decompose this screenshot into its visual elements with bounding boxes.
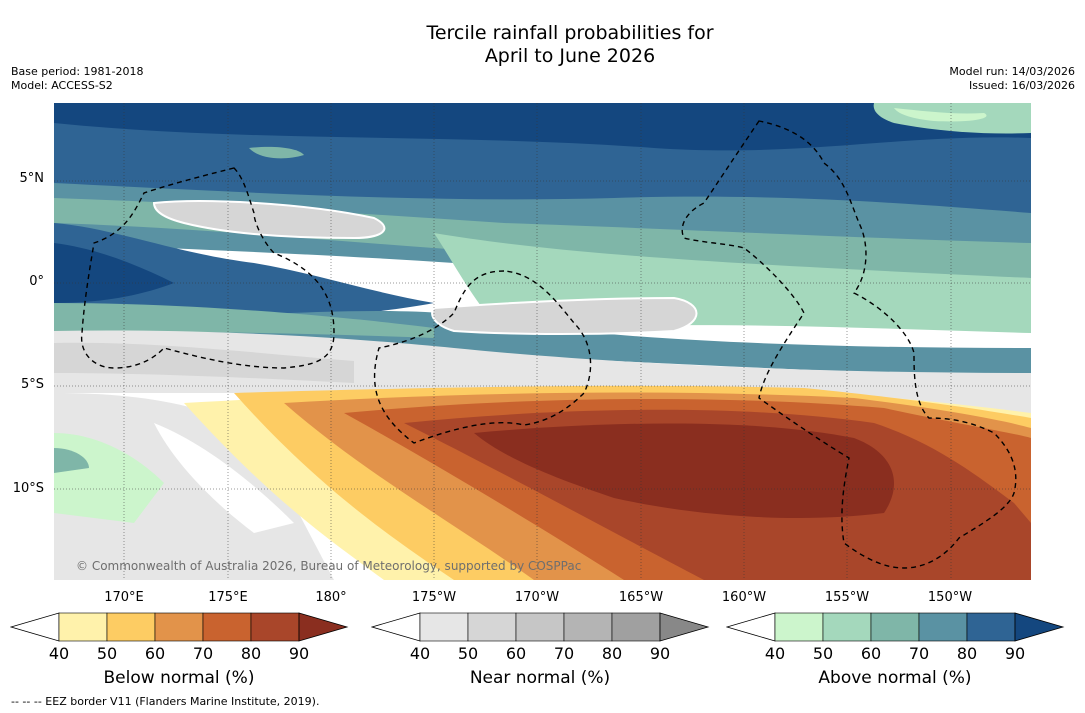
tick-below-40: 40 (48, 644, 70, 663)
colorbar-segment (202, 612, 252, 642)
tick-below-70: 70 (192, 644, 214, 663)
colorbar-segment (822, 612, 872, 642)
lon-label-155w: 155°W (824, 590, 870, 605)
tick-above-90: 90 (1004, 644, 1026, 663)
band-grey-mid (54, 342, 354, 383)
tick-above-60: 60 (860, 644, 882, 663)
colorbar-segment (419, 612, 469, 642)
tick-below-80: 80 (240, 644, 262, 663)
colorbar-segment (106, 612, 156, 642)
title-line-2: April to June 2026 (484, 45, 656, 67)
tick-near-80: 80 (601, 644, 623, 663)
lon-label-165w: 165°W (618, 590, 664, 605)
colorbar-segment (563, 612, 613, 642)
lon-label-160w: 160°W (721, 590, 767, 605)
colorbar-segment (58, 612, 108, 642)
band-light-teal-equator (54, 303, 434, 338)
colorbar-title-above: Above normal (%) (818, 668, 972, 688)
colorbar-segment (611, 612, 661, 642)
tick-near-60: 60 (505, 644, 527, 663)
colorbar-extend-high (1014, 612, 1065, 642)
colorbar-extend-high (298, 612, 349, 642)
colorbar-segment (966, 612, 1016, 642)
meta-right: Model run: 14/03/2026 Issued: 16/03/2026 (949, 65, 1075, 93)
colorbar-above-normal (726, 612, 1065, 642)
colorbar-near-normal (371, 612, 710, 642)
band-white-west (154, 423, 294, 533)
band-dark-brown (474, 423, 894, 518)
colorbar-segment (154, 612, 204, 642)
lon-label-180: 180° (315, 590, 347, 605)
band-teal-west (54, 448, 89, 473)
colorbar-segment (870, 612, 920, 642)
colorbar-extend-high (659, 612, 710, 642)
colorbar-segment (774, 612, 824, 642)
band-mint-west (54, 433, 164, 523)
issued-date: Issued: 16/03/2026 (968, 79, 1075, 92)
colorbar-segment (515, 612, 565, 642)
colorbar-extend-low (726, 612, 776, 642)
title-line-1: Tercile rainfall probabilities for (426, 22, 714, 44)
tick-above-70: 70 (908, 644, 930, 663)
rainfall-map: © Commonwealth of Australia 2026, Bureau… (54, 103, 1031, 580)
lat-label-0: 0° (29, 274, 44, 289)
tick-above-80: 80 (956, 644, 978, 663)
graticule (54, 103, 1031, 580)
meta-left: Base period: 1981-2018 Model: ACCESS-S2 (11, 65, 143, 93)
colorbar-title-near: Near normal (%) (469, 668, 611, 688)
colorbar-title-below: Below normal (%) (103, 668, 255, 688)
lon-label-170e: 170°E (104, 590, 144, 605)
tick-near-90: 90 (649, 644, 671, 663)
patch-mint-ne-light (894, 108, 987, 122)
band-dark-blue-west (54, 223, 434, 323)
tick-below-50: 50 (96, 644, 118, 663)
colorbar-below-normal (10, 612, 349, 642)
colorbar-extend-low (371, 612, 421, 642)
tick-above-40: 40 (764, 644, 786, 663)
eez-footnote: -- -- -- EEZ border V11 (Flanders Marine… (11, 695, 320, 708)
tick-near-40: 40 (409, 644, 431, 663)
model-name: Model: ACCESS-S2 (11, 79, 113, 92)
tick-above-50: 50 (812, 644, 834, 663)
map-title: Tercile rainfall probabilities for April… (0, 22, 1085, 68)
lon-label-175e: 175°E (208, 590, 248, 605)
patch-grey-equator (431, 296, 698, 335)
band-darkest-west (54, 243, 174, 303)
patch-grey-north (152, 200, 386, 240)
lat-label-10s: 10°S (12, 481, 44, 496)
lat-label-5s: 5°S (20, 377, 44, 392)
tick-below-90: 90 (288, 644, 310, 663)
lon-label-170w: 170°W (514, 590, 560, 605)
colorbar-segment (918, 612, 968, 642)
colorbar-segment (467, 612, 517, 642)
lon-label-175w: 175°W (411, 590, 457, 605)
tick-near-70: 70 (553, 644, 575, 663)
colorbar-segment (250, 612, 300, 642)
eez-borders (80, 120, 1017, 569)
model-run: Model run: 14/03/2026 (949, 65, 1075, 78)
lon-label-150w: 150°W (927, 590, 973, 605)
tick-below-60: 60 (144, 644, 166, 663)
tick-near-50: 50 (457, 644, 479, 663)
lat-label-5n: 5°N (19, 171, 45, 186)
base-period: Base period: 1981-2018 (11, 65, 144, 78)
patch-pale-north (249, 146, 304, 159)
colorbar-extend-low (10, 612, 60, 642)
copyright-credit: © Commonwealth of Australia 2026, Bureau… (76, 559, 581, 573)
